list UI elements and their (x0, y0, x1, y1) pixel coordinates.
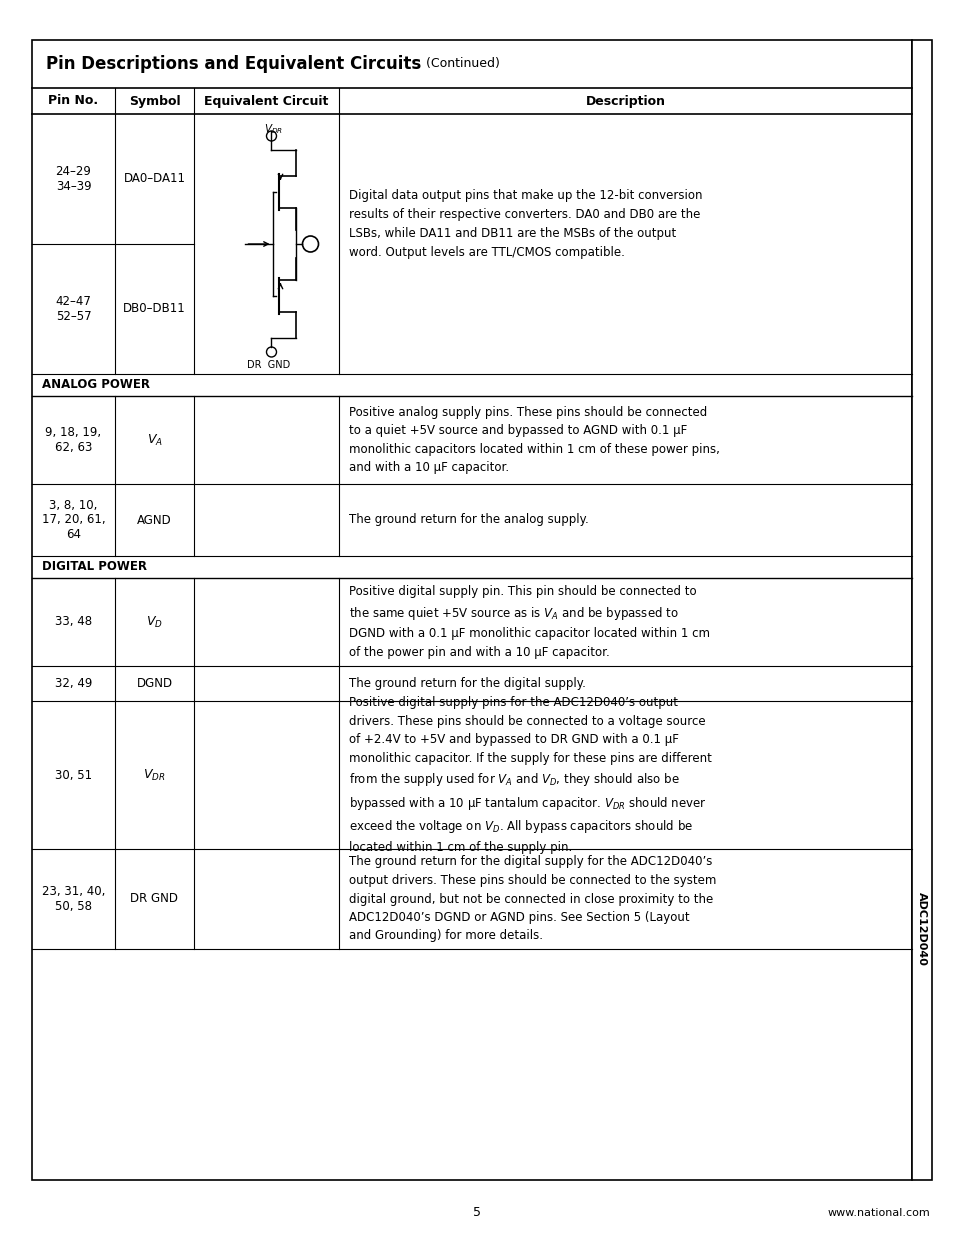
Text: DR GND: DR GND (131, 893, 178, 905)
Text: 42–47
52–57: 42–47 52–57 (55, 295, 91, 324)
Text: $V_{DR}$: $V_{DR}$ (143, 767, 166, 783)
Text: DGND: DGND (136, 677, 172, 690)
Text: The ground return for the digital supply.: The ground return for the digital supply… (349, 677, 585, 690)
Text: Pin No.: Pin No. (49, 95, 98, 107)
Text: DB0–DB11: DB0–DB11 (123, 303, 186, 315)
Text: Description: Description (585, 95, 665, 107)
Text: ANALOG POWER: ANALOG POWER (42, 378, 150, 391)
Text: $V_D$: $V_D$ (146, 615, 163, 630)
Text: DR  GND: DR GND (247, 359, 290, 370)
Text: 24–29
34–39: 24–29 34–39 (55, 165, 91, 193)
Text: Digital data output pins that make up the 12-bit conversion
results of their res: Digital data output pins that make up th… (349, 189, 701, 259)
Text: Equivalent Circuit: Equivalent Circuit (204, 95, 329, 107)
Text: 32, 49: 32, 49 (54, 677, 92, 690)
Text: 5: 5 (473, 1207, 480, 1219)
Text: 3, 8, 10,
17, 20, 61,
64: 3, 8, 10, 17, 20, 61, 64 (42, 499, 105, 541)
Text: AGND: AGND (137, 514, 172, 526)
Text: 23, 31, 40,
50, 58: 23, 31, 40, 50, 58 (42, 885, 105, 913)
Text: Positive digital supply pin. This pin should be connected to
the same quiet +5V : Positive digital supply pin. This pin sh… (349, 585, 709, 658)
Text: Symbol: Symbol (129, 95, 180, 107)
Text: Positive analog supply pins. These pins should be connected
to a quiet +5V sourc: Positive analog supply pins. These pins … (349, 406, 720, 474)
Text: 33, 48: 33, 48 (55, 615, 92, 629)
Text: 30, 51: 30, 51 (55, 768, 92, 782)
Text: DIGITAL POWER: DIGITAL POWER (42, 561, 147, 573)
Text: The ground return for the analog supply.: The ground return for the analog supply. (349, 514, 588, 526)
Text: $V_A$: $V_A$ (147, 432, 162, 447)
Text: 9, 18, 19,
62, 63: 9, 18, 19, 62, 63 (46, 426, 101, 454)
Text: www.national.com: www.national.com (826, 1208, 929, 1218)
Text: Pin Descriptions and Equivalent Circuits: Pin Descriptions and Equivalent Circuits (46, 56, 421, 73)
Text: ADC12D040: ADC12D040 (916, 892, 926, 966)
Text: $V_{DR}$: $V_{DR}$ (264, 122, 283, 136)
Bar (911, 40, 931, 1179)
Text: Positive digital supply pins for the ADC12D040’s output
drivers. These pins shou: Positive digital supply pins for the ADC… (349, 697, 711, 853)
Text: DA0–DA11: DA0–DA11 (123, 173, 185, 185)
Text: (Continued): (Continued) (417, 58, 499, 70)
Text: The ground return for the digital supply for the ADC12D040’s
output drivers. The: The ground return for the digital supply… (349, 856, 716, 942)
